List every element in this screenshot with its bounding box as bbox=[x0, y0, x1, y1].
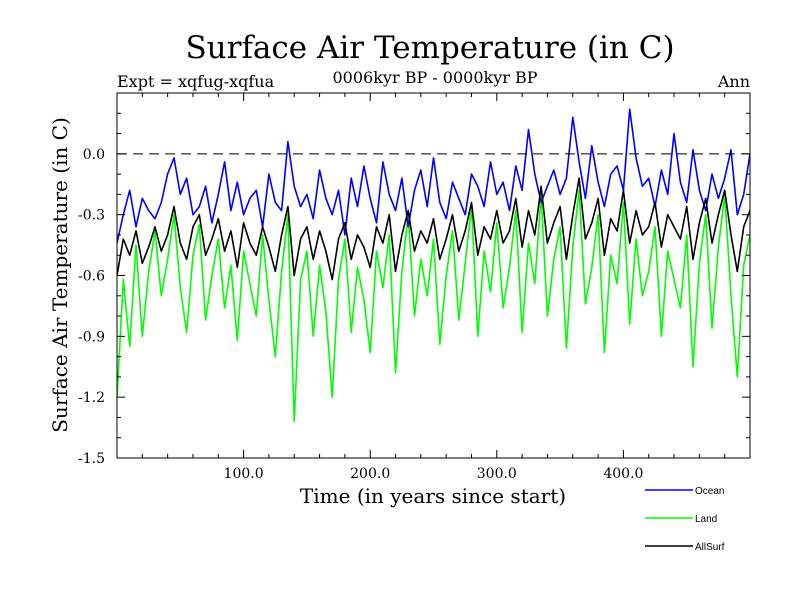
x-tick-label: 200.0 bbox=[350, 466, 390, 482]
y-tick-label: -0.6 bbox=[78, 269, 105, 285]
y-tick-label: -0.9 bbox=[78, 329, 105, 345]
period-label: 0006kyr BP - 0000kyr BP bbox=[333, 68, 538, 87]
x-tick-label: 400.0 bbox=[603, 466, 643, 482]
chart-title: Surface Air Temperature (in C) bbox=[185, 30, 674, 66]
series-line-ocean bbox=[117, 108, 750, 244]
y-tick-label: -1.5 bbox=[78, 451, 105, 467]
series-line-allsurf bbox=[117, 177, 750, 281]
y-tick-label: -1.2 bbox=[78, 390, 105, 406]
x-tick-label: 300.0 bbox=[477, 466, 517, 482]
y-axis-label: Surface Air Temperature (in C) bbox=[48, 117, 72, 433]
season-label: Ann bbox=[717, 72, 750, 91]
y-tick-label: -0.3 bbox=[78, 208, 105, 224]
x-axis-label: Time (in years since start) bbox=[300, 484, 566, 508]
legend-label-land: Land bbox=[695, 514, 717, 525]
experiment-label: Expt = xqfug-xqfua bbox=[117, 72, 275, 91]
legend-label-allsurf: AllSurf bbox=[695, 542, 725, 553]
series-line-land bbox=[117, 189, 750, 423]
x-tick-label: 100.0 bbox=[224, 466, 264, 482]
legend-label-ocean: Ocean bbox=[695, 486, 724, 497]
y-tick-label: 0.0 bbox=[83, 147, 105, 163]
